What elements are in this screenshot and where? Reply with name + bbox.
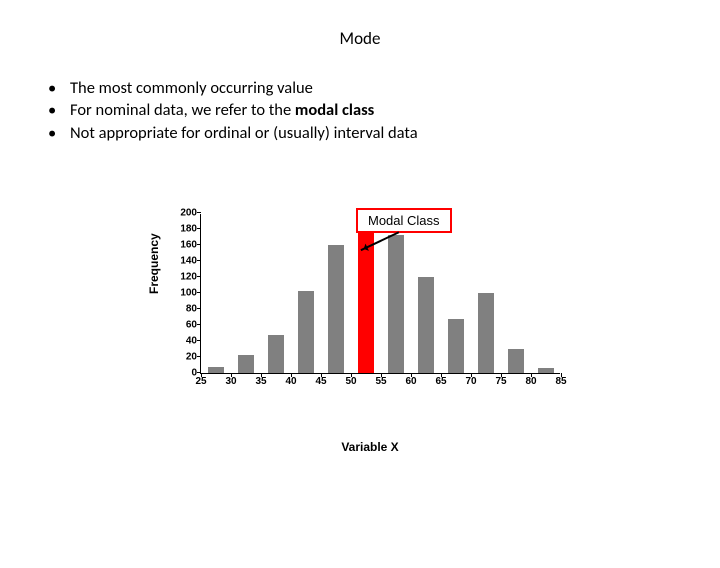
x-tick-mark xyxy=(351,373,352,377)
x-tick-label: 50 xyxy=(345,376,356,387)
bullet-2-pre: For nominal data, we refer to the xyxy=(70,100,295,120)
bar xyxy=(298,291,315,373)
x-tick-label: 40 xyxy=(285,376,296,387)
page-title: Mode xyxy=(0,28,720,49)
y-tick-label: 140 xyxy=(180,256,197,267)
bar xyxy=(478,293,495,373)
y-tick-label: 180 xyxy=(180,224,197,235)
x-tick-label: 35 xyxy=(255,376,266,387)
y-tick-label: 60 xyxy=(186,320,197,331)
y-tick-label: 40 xyxy=(186,336,197,347)
y-tick-label: 160 xyxy=(180,240,197,251)
plot-area: 0204060801001201401601802002530354045505… xyxy=(200,214,560,374)
x-tick-mark xyxy=(441,373,442,377)
x-tick-label: 85 xyxy=(555,376,566,387)
bar xyxy=(448,319,465,373)
x-tick-label: 45 xyxy=(315,376,326,387)
bar xyxy=(268,335,285,373)
bar xyxy=(388,235,405,373)
x-tick-mark xyxy=(261,373,262,377)
x-tick-label: 80 xyxy=(525,376,536,387)
bar xyxy=(508,349,525,373)
bullet-1: The most commonly occurring value xyxy=(40,77,720,99)
bullet-2-bold: modal class xyxy=(295,100,374,120)
y-tick-label: 200 xyxy=(180,208,197,219)
y-tick-label: 20 xyxy=(186,352,197,363)
bullet-list: The most commonly occurring value For no… xyxy=(40,77,720,144)
x-tick-label: 75 xyxy=(495,376,506,387)
y-tick-mark xyxy=(197,244,201,245)
x-tick-label: 60 xyxy=(405,376,416,387)
callout-label: Modal Class xyxy=(368,213,440,228)
bar xyxy=(208,367,225,373)
x-tick-mark xyxy=(561,373,562,377)
x-tick-mark xyxy=(201,373,202,377)
x-axis-label: Variable X xyxy=(155,440,585,454)
chart-container: Frequency 020406080100120140160180200253… xyxy=(155,204,585,424)
x-tick-label: 55 xyxy=(375,376,386,387)
x-tick-label: 65 xyxy=(435,376,446,387)
x-tick-label: 30 xyxy=(225,376,236,387)
bullet-2: For nominal data, we refer to the modal … xyxy=(40,99,720,121)
x-tick-label: 70 xyxy=(465,376,476,387)
x-tick-mark xyxy=(291,373,292,377)
y-tick-mark xyxy=(197,308,201,309)
x-tick-mark xyxy=(501,373,502,377)
y-tick-mark xyxy=(197,276,201,277)
x-tick-mark xyxy=(381,373,382,377)
y-tick-mark xyxy=(197,292,201,293)
y-tick-label: 100 xyxy=(180,288,197,299)
y-tick-mark xyxy=(197,212,201,213)
x-tick-mark xyxy=(531,373,532,377)
y-tick-mark xyxy=(197,228,201,229)
x-tick-mark xyxy=(231,373,232,377)
y-tick-mark xyxy=(197,260,201,261)
y-tick-label: 80 xyxy=(186,304,197,315)
y-tick-mark xyxy=(197,340,201,341)
bar xyxy=(238,355,255,373)
bar xyxy=(538,368,555,373)
modal-class-callout: Modal Class xyxy=(356,208,452,233)
x-tick-mark xyxy=(321,373,322,377)
x-tick-mark xyxy=(471,373,472,377)
bar xyxy=(328,245,345,373)
x-tick-mark xyxy=(411,373,412,377)
y-tick-label: 120 xyxy=(180,272,197,283)
y-axis-label: Frequency xyxy=(147,233,161,294)
y-tick-mark xyxy=(197,324,201,325)
x-tick-label: 25 xyxy=(195,376,206,387)
y-tick-mark xyxy=(197,356,201,357)
bullet-3: Not appropriate for ordinal or (usually)… xyxy=(40,122,720,144)
bar xyxy=(418,277,435,373)
